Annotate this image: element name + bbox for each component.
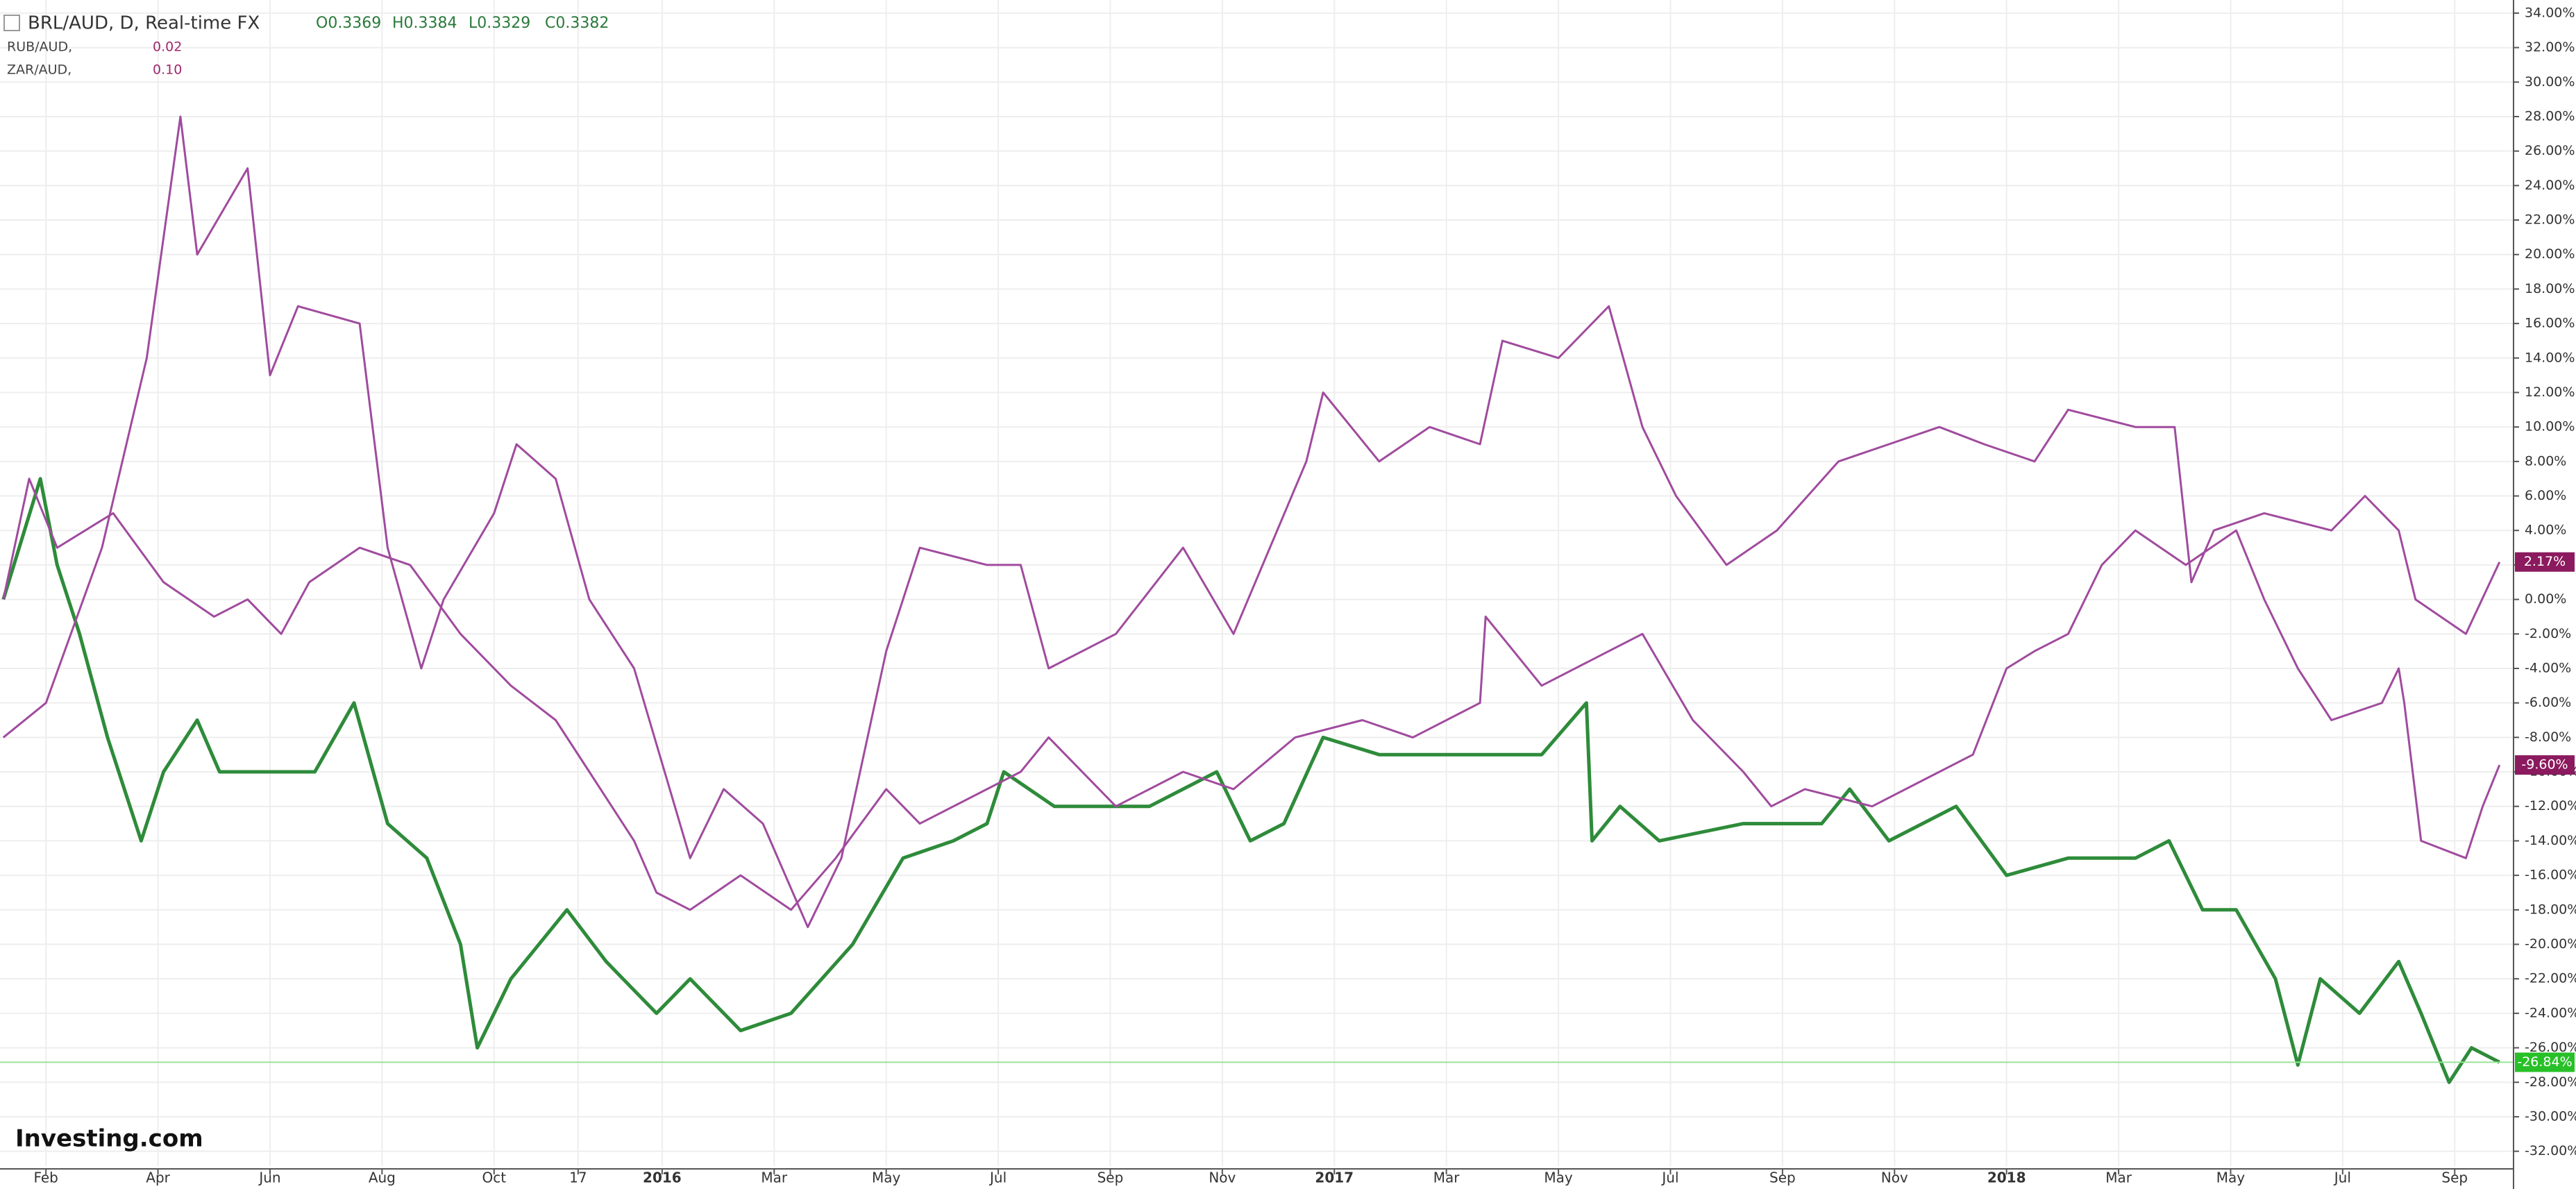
- y-tick-label: 28.00%: [2525, 108, 2575, 124]
- y-tick-label: -14.00%: [2525, 833, 2576, 848]
- y-tick-label: -8.00%: [2525, 730, 2571, 745]
- y-tick-label: 34.00%: [2525, 5, 2575, 20]
- y-tick-label: 4.00%: [2525, 523, 2566, 538]
- y-tick-label: -6.00%: [2525, 695, 2571, 710]
- y-tick-label: 30.00%: [2525, 74, 2575, 90]
- x-tick-label: Mar: [2105, 1170, 2132, 1186]
- last-value-tag: [2515, 1052, 2575, 1072]
- y-tick-label: -2.00%: [2525, 626, 2571, 641]
- y-tick-label: 14.00%: [2525, 350, 2575, 365]
- y-tick-label: 18.00%: [2525, 281, 2575, 296]
- x-tick-label: 2017: [1315, 1170, 1354, 1186]
- y-tick-label: 12.00%: [2525, 385, 2575, 400]
- x-tick-label: Feb: [33, 1170, 58, 1186]
- grid: [0, 0, 2514, 1166]
- x-tick-label: Nov: [1209, 1170, 1236, 1186]
- ohlc-close: C0.3382: [545, 15, 609, 32]
- last-value-label: 2.17%: [2524, 554, 2566, 569]
- ohlc-open: O0.3369: [316, 15, 381, 32]
- plot: [0, 115, 2514, 1084]
- x-tick-label: 2016: [643, 1170, 682, 1186]
- legend-change: 0.02: [153, 40, 182, 55]
- chart-title: BRL/AUD, D, Real-time FX: [28, 13, 260, 34]
- y-tick-label: -24.00%: [2525, 1005, 2576, 1020]
- last-value-label: -9.60%: [2521, 757, 2568, 773]
- y-tick-label: -22.00%: [2525, 971, 2576, 986]
- series-line: [1, 477, 2500, 1084]
- collapse-icon[interactable]: [3, 15, 20, 31]
- x-tick-label: Sep: [2441, 1170, 2468, 1186]
- y-tick-label: 24.00%: [2525, 178, 2575, 193]
- y-tick-label: 10.00%: [2525, 419, 2575, 435]
- y-tick-label: 8.00%: [2525, 453, 2566, 469]
- last-value-tag: [2515, 755, 2575, 775]
- last-value-tag: [2515, 552, 2575, 572]
- x-tick-label: May: [872, 1170, 901, 1186]
- last-value-label: -26.84%: [2517, 1054, 2572, 1070]
- x-tick-label: Jul: [1660, 1170, 1678, 1186]
- x-tick-label: Aug: [369, 1170, 396, 1186]
- series-line: [2, 478, 2501, 911]
- series-line: [2, 115, 2501, 929]
- y-tick-label: -32.00%: [2525, 1143, 2576, 1158]
- x-tick-label: Apr: [146, 1170, 170, 1186]
- legend-entry: ZAR/AUD,: [7, 62, 71, 78]
- y-tick-label: -20.00%: [2525, 936, 2576, 952]
- y-tick-label: -16.00%: [2525, 868, 2576, 883]
- ohlc-high: H0.3384: [392, 15, 457, 32]
- x-tick-label: Jul: [988, 1170, 1007, 1186]
- y-tick-label: 0.00%: [2525, 591, 2566, 607]
- legend-change: 0.10: [153, 62, 182, 78]
- x-tick-label: Sep: [1097, 1170, 1124, 1186]
- x-tick-label: Jul: [2333, 1170, 2351, 1186]
- y-tick-label: 20.00%: [2525, 246, 2575, 262]
- x-tick-label: Mar: [1433, 1170, 1460, 1186]
- x-tick-label: May: [1544, 1170, 1573, 1186]
- x-tick-label: Oct: [482, 1170, 506, 1186]
- x-tick-label: 17: [569, 1170, 587, 1186]
- y-tick-label: 16.00%: [2525, 316, 2575, 331]
- y-tick-label: -4.00%: [2525, 660, 2571, 675]
- x-tick-label: Mar: [761, 1170, 788, 1186]
- y-tick-label: 32.00%: [2525, 40, 2575, 55]
- y-tick-label: 22.00%: [2525, 212, 2575, 228]
- x-tick-label: Nov: [1881, 1170, 1908, 1186]
- y-tick-label: 26.00%: [2525, 143, 2575, 158]
- y-tick-label: -26.00%: [2525, 1040, 2576, 1055]
- y-tick-label: -12.00%: [2525, 798, 2576, 813]
- y-tick-label: 6.00%: [2525, 488, 2566, 503]
- ohlc-low: L0.3329: [469, 15, 530, 32]
- legend-entry: RUB/AUD,: [7, 40, 72, 55]
- x-tick-label: 2018: [1987, 1170, 2026, 1186]
- y-tick-label: -18.00%: [2525, 902, 2576, 917]
- x-tick-label: Jun: [258, 1170, 280, 1186]
- x-tick-label: May: [2216, 1170, 2246, 1186]
- y-tick-label: -30.00%: [2525, 1108, 2576, 1124]
- logo: Investing.com: [15, 1125, 203, 1153]
- y-tick-label: -28.00%: [2525, 1074, 2576, 1090]
- x-tick-label: Sep: [1769, 1170, 1796, 1186]
